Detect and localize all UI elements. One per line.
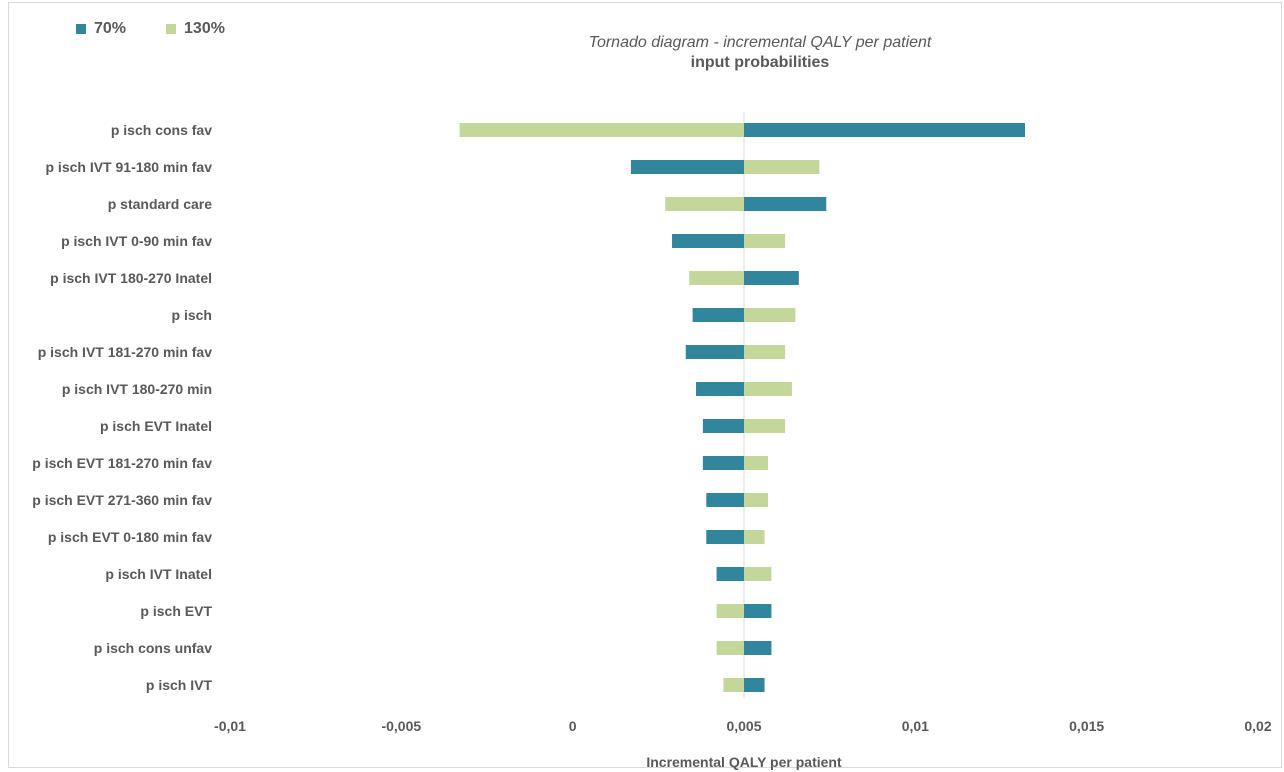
bar-130-2 (665, 197, 744, 211)
bar-70-6 (685, 345, 744, 359)
bar-130-1 (744, 160, 820, 174)
category-label: p isch EVT Inatel (100, 418, 212, 434)
bar-130-13 (716, 604, 744, 618)
category-label: p isch EVT 0-180 min fav (48, 529, 212, 545)
bar-130-3 (744, 234, 786, 248)
bar-70-14 (744, 641, 772, 655)
legend-label-70: 70% (94, 20, 127, 37)
bar-70-15 (744, 678, 765, 692)
x-tick-label: 0,01 (902, 718, 929, 734)
legend-item-130: 130% (166, 20, 225, 38)
x-tick-label: 0 (569, 718, 577, 734)
bar-70-1 (630, 160, 744, 174)
bar-130-14 (716, 641, 744, 655)
bar-130-5 (744, 308, 796, 322)
x-tick-label: 0,005 (726, 718, 761, 734)
bar-70-9 (702, 456, 744, 470)
bar-130-12 (744, 567, 772, 581)
bar-70-7 (696, 382, 744, 396)
bar-70-8 (702, 419, 744, 433)
bar-130-7 (744, 382, 792, 396)
chart-frame (8, 2, 1282, 768)
x-axis-label: Incremental QALY per patient (646, 754, 842, 770)
category-label: p isch IVT 180-270 min (62, 381, 212, 397)
bar-130-0 (459, 123, 744, 137)
category-label: p isch IVT 181-270 min fav (38, 344, 213, 360)
category-label: p isch IVT 91-180 min fav (45, 159, 212, 175)
legend-swatch-70 (76, 24, 86, 34)
legend-label-130: 130% (184, 20, 225, 37)
category-label: p isch cons fav (111, 122, 212, 138)
chart-title-block: Tornado diagram - incremental QALY per p… (589, 34, 932, 72)
category-label: p isch IVT 180-270 Inatel (50, 270, 212, 286)
bar-70-2 (744, 197, 827, 211)
legend-swatch-130 (166, 24, 177, 34)
bar-130-15 (723, 678, 744, 692)
category-label: p isch (172, 307, 212, 323)
category-label: p isch IVT 0-90 min fav (61, 233, 212, 249)
legend: 70% 130% (76, 20, 225, 38)
category-label: p standard care (108, 196, 212, 212)
x-tick-label: 0,015 (1069, 718, 1104, 734)
x-tick-label: 0,02 (1244, 718, 1271, 734)
bar-70-3 (672, 234, 744, 248)
legend-item-70: 70% (76, 20, 126, 38)
bar-70-4 (744, 271, 799, 285)
bar-130-6 (744, 345, 786, 359)
category-label: p isch cons unfav (94, 640, 212, 656)
bar-130-8 (744, 419, 786, 433)
bar-130-10 (744, 493, 768, 507)
bar-70-11 (706, 530, 744, 544)
bar-70-0 (744, 123, 1025, 137)
category-label: p isch IVT (146, 677, 213, 693)
category-label: p isch IVT Inatel (105, 566, 212, 582)
x-tick-label: -0,01 (214, 718, 246, 734)
category-label: p isch EVT 181-270 min fav (32, 455, 212, 471)
x-tick-label: -0,005 (381, 718, 421, 734)
bar-130-9 (744, 456, 768, 470)
category-label: p isch EVT 271-360 min fav (32, 492, 212, 508)
chart-title: Tornado diagram - incremental QALY per p… (588, 34, 932, 51)
bar-130-11 (744, 530, 765, 544)
bar-70-12 (716, 567, 744, 581)
bar-130-4 (689, 271, 744, 285)
chart-subtitle: input probabilities (690, 54, 830, 71)
bar-70-10 (706, 493, 744, 507)
category-label: p isch EVT (140, 603, 212, 619)
bar-70-13 (744, 604, 772, 618)
bar-70-5 (692, 308, 744, 322)
